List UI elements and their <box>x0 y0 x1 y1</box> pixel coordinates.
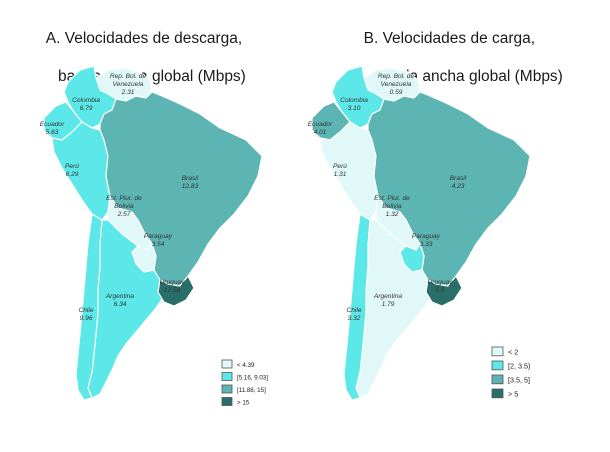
label-bolivia: Bolivia <box>114 203 134 210</box>
label-venezuela: Rep. Bol. de <box>110 73 147 80</box>
legend-label: > 15 <box>237 400 250 407</box>
value-colombia: 6.79 <box>80 105 93 112</box>
label-paraguay: Paraguay <box>412 233 441 240</box>
legend-label: [11.88, 15] <box>237 387 266 394</box>
label-ecuador: Ecuador <box>40 121 65 128</box>
value-ecuador: 5.63 <box>46 129 59 136</box>
legend-swatch <box>221 372 233 381</box>
label-peru: Perú <box>333 163 347 170</box>
label-uruguay: Uruguay <box>428 279 454 286</box>
value-peru: 6.29 <box>66 171 79 178</box>
country-uruguay <box>157 275 195 307</box>
legend-swatch <box>221 397 233 406</box>
legend-swatch <box>221 359 233 369</box>
label-colombia: Colombia <box>340 97 368 104</box>
panel-a-title-line1: A. Velocidades de descarga, <box>45 30 243 47</box>
label-venezuela: Rep. Bol. de <box>378 73 415 80</box>
value-chile: 9.96 <box>80 315 93 322</box>
value-ecuador: 4.01 <box>314 129 327 136</box>
value-colombia: 3.10 <box>348 105 361 112</box>
value-bolivia: 1.32 <box>386 211 399 218</box>
panel-b-title-line1: B. Velocidades de carga, <box>363 30 536 47</box>
label-venezuela: Venezuela <box>113 81 144 88</box>
legend-swatch <box>491 388 504 399</box>
label-venezuela: Venezuela <box>381 81 412 88</box>
label-argentina: Argentina <box>105 293 135 300</box>
value-uruguay: 5.6 <box>435 287 444 294</box>
label-chile: Chile <box>78 307 93 314</box>
legend-label: < 4.39 <box>237 362 255 369</box>
value-bolivia: 2.57 <box>117 211 131 218</box>
legend-swatch <box>491 346 504 357</box>
value-brasil: 12.83 <box>182 183 199 190</box>
legend-swatch <box>491 360 504 371</box>
label-brasil: Brasil <box>182 175 199 182</box>
label-paraguay: Paraguay <box>144 233 173 240</box>
legend-label: > 5 <box>508 390 518 399</box>
value-venezuela: 0.59 <box>390 89 403 96</box>
label-uruguay: Uruguay <box>160 279 186 286</box>
value-argentina: 1.79 <box>382 301 395 308</box>
value-paraguay: 3.33 <box>420 241 433 248</box>
value-uruguay: 17.58 <box>164 287 181 294</box>
legend-label: < 2 <box>508 348 518 357</box>
label-bolivia: Est. Plur. de <box>374 195 410 202</box>
label-brasil: Brasil <box>450 175 467 182</box>
country-chile <box>75 213 103 401</box>
legend-swatch <box>221 384 233 394</box>
legend-swatch <box>491 374 504 385</box>
value-brasil: 4.23 <box>452 183 465 190</box>
label-argentina: Argentina <box>373 293 403 300</box>
legend-label: [2, 3.5) <box>508 362 530 371</box>
country-chile <box>343 213 371 401</box>
label-ecuador: Ecuador <box>308 121 333 128</box>
country-uruguay <box>425 275 463 307</box>
value-argentina: 6.34 <box>114 301 127 308</box>
legend-label: [5.16, 9.03] <box>237 375 268 382</box>
value-chile: 3.32 <box>348 315 361 322</box>
label-colombia: Colombia <box>72 97 100 104</box>
label-bolivia: Bolivia <box>382 203 402 210</box>
legend-label: [3.5, 5] <box>508 376 530 385</box>
value-venezuela: 2.31 <box>121 89 135 96</box>
panel-a-title: A. Velocidades de descarga, banda ancha … <box>38 10 246 105</box>
label-bolivia: Est. Plur. de <box>106 195 142 202</box>
label-peru: Perú <box>65 163 79 170</box>
value-paraguay: 3.54 <box>152 241 165 248</box>
label-chile: Chile <box>346 307 361 314</box>
value-peru: 1.31 <box>334 171 347 178</box>
